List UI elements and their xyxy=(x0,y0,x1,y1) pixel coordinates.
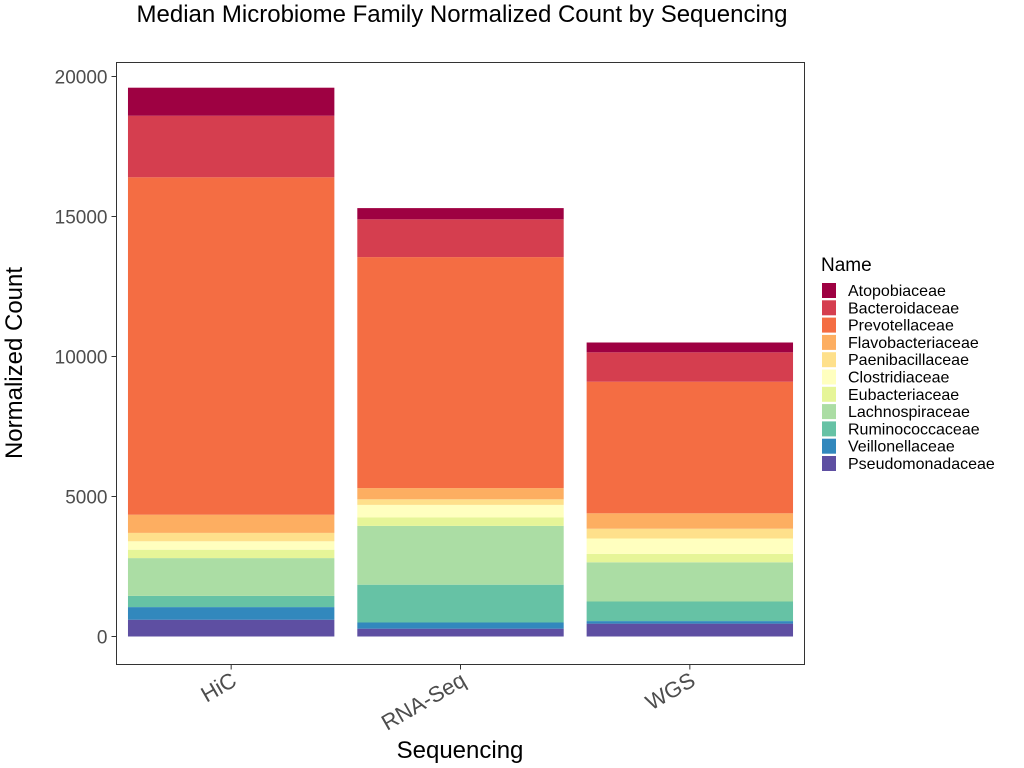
legend-label-atopobiaceae: Atopobiaceae xyxy=(848,283,946,300)
bar-segment-rna-seq-prevotellaceae xyxy=(357,257,564,489)
bar-segment-hic-flavobacteriaceae xyxy=(127,514,335,533)
legend-label-flavobacteriaceae: Flavobacteriaceae xyxy=(848,335,979,352)
bar-segment-hic-bacteroidaceae xyxy=(127,115,335,178)
legend-label-ruminococcaceae: Ruminococcaceae xyxy=(848,421,980,438)
bar-segment-wgs-flavobacteriaceae xyxy=(586,513,794,529)
y-tick-label: 15000 xyxy=(55,208,108,229)
bar-segment-hic-prevotellaceae xyxy=(127,177,335,515)
legend-key-atopobiaceae xyxy=(822,283,836,298)
bar-segment-rna-seq-veillonellaceae xyxy=(357,622,564,629)
bar-segment-rna-seq-bacteroidaceae xyxy=(357,219,564,258)
x-axis-title: Sequencing xyxy=(397,737,524,764)
legend-key-eubacteriaceae xyxy=(822,386,836,402)
legend-label-clostridiaceae: Clostridiaceae xyxy=(848,370,949,387)
bar-segment-rna-seq-clostridiaceae xyxy=(357,504,564,518)
bar-segment-hic-veillonellaceae xyxy=(127,607,335,620)
x-tick-label: HiC xyxy=(196,667,240,707)
bar-segment-wgs-lachnospiraceae xyxy=(586,562,794,602)
y-axis-title: Normalized Count xyxy=(1,267,28,459)
bar-segment-rna-seq-lachnospiraceae xyxy=(357,525,564,585)
legend-key-paenibacillaceae xyxy=(822,352,836,368)
bars-layer xyxy=(127,87,794,637)
legend-label-lachnospiraceae: Lachnospiraceae xyxy=(848,404,970,421)
x-axis: HiC RNA-Seq WGS xyxy=(196,664,699,735)
bar-segment-rna-seq-flavobacteriaceae xyxy=(357,488,564,500)
bar-segment-rna-seq-ruminococcaceae xyxy=(357,584,564,623)
legend-key-ruminococcaceae xyxy=(822,421,836,437)
bar-segment-wgs-eubacteriaceae xyxy=(586,553,794,563)
bar-segment-wgs-paenibacillaceae xyxy=(586,528,794,539)
legend-label-paenibacillaceae: Paenibacillaceae xyxy=(848,352,969,369)
bar-segment-wgs-clostridiaceae xyxy=(586,538,794,554)
bar-segment-hic-clostridiaceae xyxy=(127,541,335,550)
y-tick-label: 0 xyxy=(97,628,108,649)
bar-segment-hic-lachnospiraceae xyxy=(127,558,335,596)
bar-segment-hic-eubacteriaceae xyxy=(127,549,335,559)
x-tick-label: WGS xyxy=(641,667,699,715)
bar-segment-wgs-bacteroidaceae xyxy=(586,352,794,382)
bar-segment-wgs-atopobiaceae xyxy=(586,342,794,353)
legend-key-bacteroidaceae xyxy=(822,300,836,316)
legend-label-eubacteriaceae: Eubacteriaceae xyxy=(848,387,959,404)
chart-title: Median Microbiome Family Normalized Coun… xyxy=(137,1,788,28)
legend-key-veillonellaceae xyxy=(822,438,836,454)
bar-segment-hic-paenibacillaceae xyxy=(127,532,335,542)
bar-segment-rna-seq-atopobiaceae xyxy=(357,208,564,220)
bar-segment-hic-pseudomonadaceae xyxy=(127,619,335,637)
x-tick-label: RNA-Seq xyxy=(377,667,470,735)
bar-segment-wgs-pseudomonadaceae xyxy=(586,623,794,637)
bar-segment-rna-seq-eubacteriaceae xyxy=(357,517,564,526)
legend-label-veillonellaceae: Veillonellaceae xyxy=(848,439,955,456)
bar-segment-hic-atopobiaceae xyxy=(127,87,335,116)
legend-key-pseudomonadaceae xyxy=(822,456,836,471)
y-axis: 0 5000 10000 15000 20000 xyxy=(55,68,117,649)
y-tick-label: 10000 xyxy=(55,348,108,369)
bar-segment-rna-seq-pseudomonadaceae xyxy=(357,628,564,637)
y-tick-label: 5000 xyxy=(65,488,107,509)
legend-key-lachnospiraceae xyxy=(822,404,836,420)
bar-segment-wgs-veillonellaceae xyxy=(586,621,794,624)
legend-label-prevotellaceae: Prevotellaceae xyxy=(848,318,954,335)
bar-segment-wgs-ruminococcaceae xyxy=(586,601,794,622)
legend-label-bacteroidaceae: Bacteroidaceae xyxy=(848,300,959,317)
legend-key-flavobacteriaceae xyxy=(822,334,836,350)
legend-key-clostridiaceae xyxy=(822,369,836,385)
bar-segment-wgs-prevotellaceae xyxy=(586,381,794,514)
legend-key-prevotellaceae xyxy=(822,317,836,333)
legend-label-pseudomonadaceae: Pseudomonadaceae xyxy=(848,456,995,473)
bar-segment-hic-ruminococcaceae xyxy=(127,595,335,608)
legend: Name AtopobiaceaeBacteroidaceaePrevotell… xyxy=(821,255,995,473)
bar-segment-rna-seq-paenibacillaceae xyxy=(357,499,564,505)
legend-title: Name xyxy=(821,255,872,276)
y-tick-label: 20000 xyxy=(55,68,108,89)
